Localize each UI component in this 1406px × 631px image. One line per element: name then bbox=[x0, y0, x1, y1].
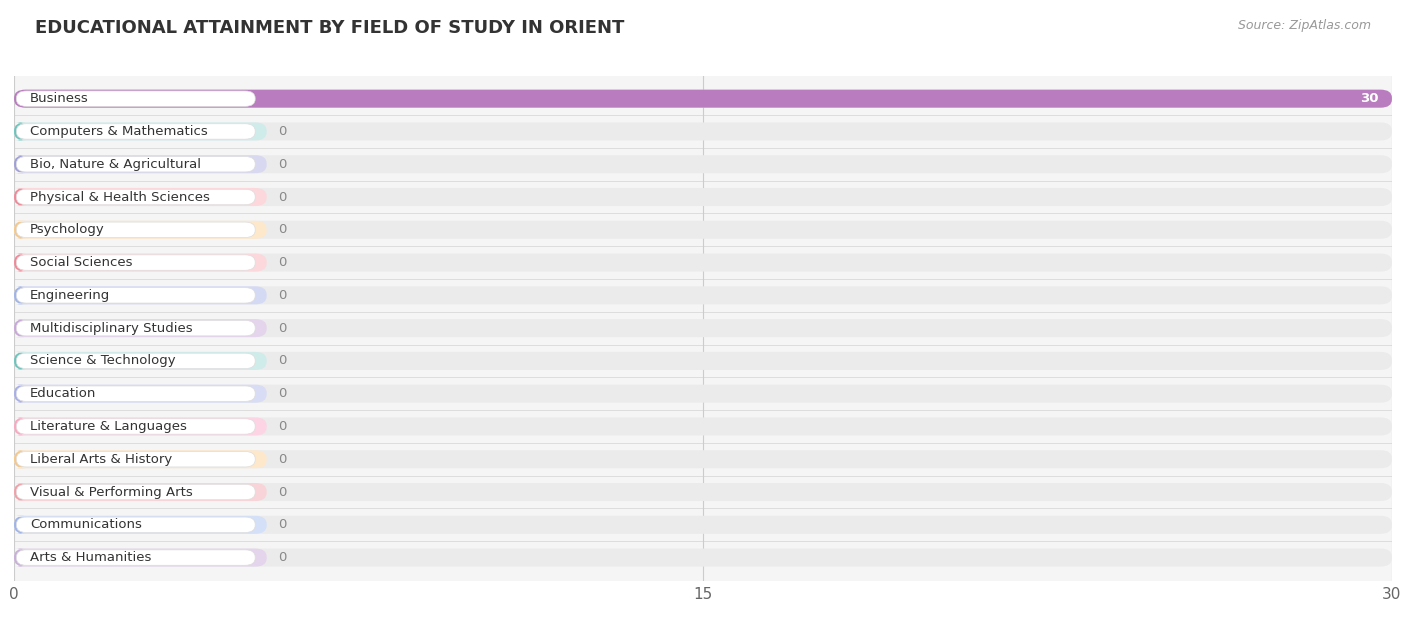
FancyBboxPatch shape bbox=[14, 319, 1392, 337]
FancyBboxPatch shape bbox=[14, 385, 267, 403]
FancyBboxPatch shape bbox=[14, 286, 1392, 304]
FancyBboxPatch shape bbox=[14, 155, 27, 174]
FancyBboxPatch shape bbox=[14, 254, 1392, 271]
FancyBboxPatch shape bbox=[14, 286, 27, 304]
FancyBboxPatch shape bbox=[14, 483, 27, 501]
FancyBboxPatch shape bbox=[17, 255, 256, 270]
Text: Literature & Languages: Literature & Languages bbox=[30, 420, 187, 433]
FancyBboxPatch shape bbox=[14, 122, 1392, 141]
FancyBboxPatch shape bbox=[14, 286, 267, 304]
FancyBboxPatch shape bbox=[14, 548, 27, 567]
Text: Computers & Mathematics: Computers & Mathematics bbox=[30, 125, 208, 138]
FancyBboxPatch shape bbox=[14, 418, 1392, 435]
Text: 0: 0 bbox=[278, 191, 287, 204]
FancyBboxPatch shape bbox=[14, 221, 27, 239]
FancyBboxPatch shape bbox=[14, 451, 1392, 468]
FancyBboxPatch shape bbox=[14, 516, 27, 534]
Text: Education: Education bbox=[30, 387, 97, 400]
FancyBboxPatch shape bbox=[17, 321, 256, 336]
FancyBboxPatch shape bbox=[17, 517, 256, 533]
Text: 0: 0 bbox=[278, 125, 287, 138]
Text: 0: 0 bbox=[278, 223, 287, 236]
Text: 0: 0 bbox=[278, 289, 287, 302]
FancyBboxPatch shape bbox=[14, 548, 267, 567]
FancyBboxPatch shape bbox=[17, 91, 256, 107]
Text: Physical & Health Sciences: Physical & Health Sciences bbox=[30, 191, 209, 204]
FancyBboxPatch shape bbox=[17, 189, 256, 204]
Text: Communications: Communications bbox=[30, 518, 142, 531]
Text: 0: 0 bbox=[278, 452, 287, 466]
FancyBboxPatch shape bbox=[14, 352, 27, 370]
FancyBboxPatch shape bbox=[14, 122, 27, 141]
FancyBboxPatch shape bbox=[14, 385, 27, 403]
FancyBboxPatch shape bbox=[17, 156, 256, 172]
Text: Bio, Nature & Agricultural: Bio, Nature & Agricultural bbox=[30, 158, 201, 171]
Text: EDUCATIONAL ATTAINMENT BY FIELD OF STUDY IN ORIENT: EDUCATIONAL ATTAINMENT BY FIELD OF STUDY… bbox=[35, 19, 624, 37]
FancyBboxPatch shape bbox=[14, 418, 267, 435]
FancyBboxPatch shape bbox=[14, 155, 267, 174]
FancyBboxPatch shape bbox=[14, 221, 1392, 239]
FancyBboxPatch shape bbox=[14, 483, 1392, 501]
FancyBboxPatch shape bbox=[17, 124, 256, 139]
Text: 0: 0 bbox=[278, 485, 287, 498]
FancyBboxPatch shape bbox=[14, 319, 267, 337]
Text: 30: 30 bbox=[1360, 92, 1378, 105]
FancyBboxPatch shape bbox=[14, 352, 267, 370]
Text: 0: 0 bbox=[278, 420, 287, 433]
FancyBboxPatch shape bbox=[14, 483, 267, 501]
FancyBboxPatch shape bbox=[14, 188, 1392, 206]
Text: 0: 0 bbox=[278, 322, 287, 334]
Text: 0: 0 bbox=[278, 158, 287, 171]
FancyBboxPatch shape bbox=[14, 90, 1392, 108]
FancyBboxPatch shape bbox=[17, 550, 256, 565]
FancyBboxPatch shape bbox=[17, 485, 256, 500]
FancyBboxPatch shape bbox=[14, 188, 27, 206]
FancyBboxPatch shape bbox=[14, 418, 27, 435]
FancyBboxPatch shape bbox=[17, 288, 256, 303]
FancyBboxPatch shape bbox=[17, 353, 256, 369]
FancyBboxPatch shape bbox=[14, 155, 1392, 174]
FancyBboxPatch shape bbox=[14, 516, 1392, 534]
Text: Engineering: Engineering bbox=[30, 289, 111, 302]
Text: Visual & Performing Arts: Visual & Performing Arts bbox=[30, 485, 193, 498]
FancyBboxPatch shape bbox=[14, 90, 1392, 108]
Text: 0: 0 bbox=[278, 551, 287, 564]
Text: 0: 0 bbox=[278, 387, 287, 400]
FancyBboxPatch shape bbox=[14, 188, 267, 206]
Text: 0: 0 bbox=[278, 518, 287, 531]
FancyBboxPatch shape bbox=[14, 385, 1392, 403]
Text: Psychology: Psychology bbox=[30, 223, 105, 236]
Text: Arts & Humanities: Arts & Humanities bbox=[30, 551, 152, 564]
Text: Multidisciplinary Studies: Multidisciplinary Studies bbox=[30, 322, 193, 334]
Text: Business: Business bbox=[30, 92, 89, 105]
Text: Social Sciences: Social Sciences bbox=[30, 256, 132, 269]
Text: Liberal Arts & History: Liberal Arts & History bbox=[30, 452, 173, 466]
FancyBboxPatch shape bbox=[14, 122, 267, 141]
FancyBboxPatch shape bbox=[14, 221, 267, 239]
FancyBboxPatch shape bbox=[17, 419, 256, 434]
FancyBboxPatch shape bbox=[17, 222, 256, 237]
FancyBboxPatch shape bbox=[14, 254, 27, 271]
Text: Science & Technology: Science & Technology bbox=[30, 355, 176, 367]
FancyBboxPatch shape bbox=[14, 352, 1392, 370]
Text: 0: 0 bbox=[278, 355, 287, 367]
FancyBboxPatch shape bbox=[14, 254, 267, 271]
FancyBboxPatch shape bbox=[17, 386, 256, 401]
Text: 0: 0 bbox=[278, 256, 287, 269]
FancyBboxPatch shape bbox=[14, 319, 27, 337]
FancyBboxPatch shape bbox=[14, 516, 267, 534]
FancyBboxPatch shape bbox=[14, 451, 27, 468]
FancyBboxPatch shape bbox=[14, 451, 267, 468]
FancyBboxPatch shape bbox=[14, 548, 1392, 567]
Text: Source: ZipAtlas.com: Source: ZipAtlas.com bbox=[1237, 19, 1371, 32]
FancyBboxPatch shape bbox=[17, 452, 256, 467]
